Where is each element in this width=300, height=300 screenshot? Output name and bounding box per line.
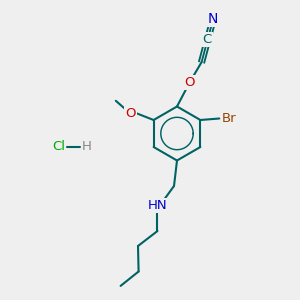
- Text: N: N: [207, 12, 218, 26]
- Text: H: H: [82, 140, 92, 154]
- Text: Cl: Cl: [52, 140, 65, 154]
- Text: HN: HN: [148, 199, 167, 212]
- Text: Br: Br: [222, 112, 236, 125]
- Text: O: O: [125, 107, 136, 120]
- Text: C: C: [203, 33, 212, 46]
- Text: O: O: [184, 76, 195, 89]
